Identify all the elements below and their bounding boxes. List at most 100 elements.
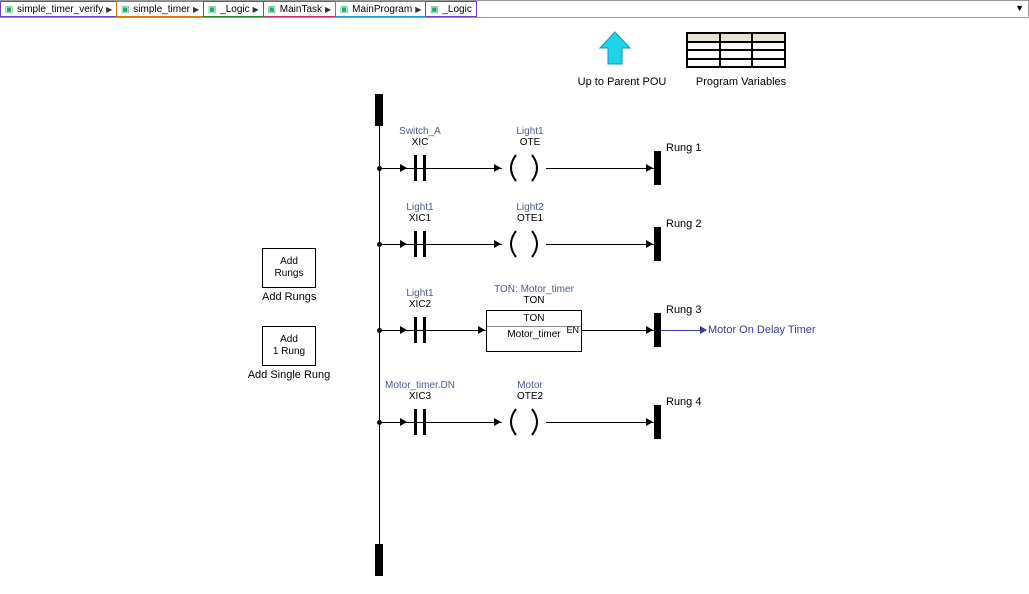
wire-arrow (400, 418, 407, 426)
element-label: Switch_AXIC (370, 126, 470, 148)
instance-label: OTE (480, 137, 580, 148)
comment-arrow (700, 326, 707, 334)
wire (582, 330, 654, 331)
wire (408, 330, 432, 331)
ladder-canvas: Up to Parent POU Program Variables Add R… (0, 18, 1029, 594)
rung-number-label: Rung 1 (666, 142, 701, 154)
tag-label: Light1 (480, 126, 580, 137)
wire (408, 422, 432, 423)
wire-arrow (494, 164, 501, 172)
up-arrow-icon (598, 30, 632, 68)
right-rail-segment (654, 405, 661, 439)
add-one-rung-label: Add Single Rung (244, 369, 334, 381)
add-rungs-button[interactable]: Add Rungs (262, 248, 316, 288)
chevron-right-icon: ▶ (325, 5, 331, 14)
wire (546, 168, 654, 169)
breadcrumb-label: _Logic (220, 4, 249, 15)
breadcrumb-item-1[interactable]: ▣simple_timer▶ (116, 1, 204, 17)
block-icon: ▣ (266, 3, 278, 15)
chevron-right-icon: ▶ (193, 5, 199, 14)
instance-label: XIC3 (370, 391, 470, 402)
element-label: Light1OTE (480, 126, 580, 148)
wire-arrow (400, 164, 407, 172)
breadcrumb-item-3[interactable]: ▣MainTask▶ (263, 1, 336, 17)
tag-label: TON: Motor_timer (484, 284, 584, 295)
block-icon: ▣ (119, 3, 131, 15)
tag-label: Light1 (370, 202, 470, 213)
wire-arrow (478, 326, 485, 334)
tag-label: Motor_timer.DN (370, 380, 470, 391)
wire (432, 168, 502, 169)
program-variables-button[interactable] (686, 32, 786, 68)
instance-label: XIC2 (370, 299, 470, 310)
breadcrumb-label: _Logic (442, 4, 471, 15)
chevron-right-icon: ▶ (415, 5, 421, 14)
instance-label: XIC1 (370, 213, 470, 224)
wire (432, 422, 502, 423)
breadcrumb-item-0[interactable]: ▣simple_timer_verify▶ (0, 1, 117, 17)
wire-arrow (494, 240, 501, 248)
chevron-right-icon: ▶ (106, 5, 112, 14)
wire-arrow (494, 418, 501, 426)
wire-arrow (646, 326, 653, 334)
tag-label: Switch_A (370, 126, 470, 137)
tag-label: Light1 (370, 288, 470, 299)
add-one-rung-button-label: Add 1 Rung (273, 334, 305, 358)
wire-arrow (400, 326, 407, 334)
element-label: TON: Motor_timerTON (484, 284, 584, 306)
wire-arrow (646, 418, 653, 426)
add-one-rung-button[interactable]: Add 1 Rung (262, 326, 316, 366)
breadcrumb-item-4[interactable]: ▣MainProgram▶ (335, 1, 426, 17)
right-rail-segment (654, 313, 661, 347)
up-to-parent-label: Up to Parent POU (572, 76, 672, 88)
ote-coil[interactable] (502, 227, 546, 261)
right-rail-segment (654, 227, 661, 261)
ton-en-pin: EN (566, 325, 579, 335)
block-icon: ▣ (3, 3, 15, 15)
instance-label: OTE2 (480, 391, 580, 402)
program-variables-label: Program Variables (686, 76, 796, 88)
wire (408, 244, 432, 245)
ton-block[interactable]: TONMotor_timerEN (486, 310, 582, 352)
element-label: MotorOTE2 (480, 380, 580, 402)
wire-arrow (646, 240, 653, 248)
rung-number-label: Rung 4 (666, 396, 701, 408)
block-icon: ▣ (428, 3, 440, 15)
wire (546, 422, 654, 423)
ote-coil[interactable] (502, 151, 546, 185)
tag-label: Light2 (480, 202, 580, 213)
element-label: Motor_timer.DNXIC3 (370, 380, 470, 402)
chevron-right-icon: ▶ (253, 5, 259, 14)
tag-label: Motor (480, 380, 580, 391)
breadcrumb-bar: ▣simple_timer_verify▶▣simple_timer▶▣_Log… (0, 0, 1029, 18)
instance-label: XIC (370, 137, 470, 148)
instance-label: TON (484, 295, 584, 306)
add-rungs-button-label: Add Rungs (275, 256, 304, 280)
right-rail-segment (654, 151, 661, 185)
power-rail-top (375, 94, 383, 126)
wire (546, 244, 654, 245)
wire-arrow (400, 240, 407, 248)
breadcrumb-label: MainProgram (352, 4, 412, 15)
element-label: Light2OTE1 (480, 202, 580, 224)
wire (432, 244, 502, 245)
breadcrumb-item-5[interactable]: ▣_Logic (425, 1, 476, 17)
rung-number-label: Rung 2 (666, 218, 701, 230)
ote-coil[interactable] (502, 405, 546, 439)
element-label: Light1XIC1 (370, 202, 470, 224)
breadcrumb-label: MainTask (280, 4, 322, 15)
block-icon: ▣ (206, 3, 218, 15)
breadcrumb-dropdown[interactable]: ▼ (1015, 3, 1024, 13)
breadcrumb-label: simple_timer_verify (17, 4, 103, 15)
up-to-parent-button[interactable] (598, 30, 632, 71)
breadcrumb-label: simple_timer (133, 4, 190, 15)
rung-comment: Motor On Delay Timer (708, 324, 816, 336)
rung-number-label: Rung 3 (666, 304, 701, 316)
element-label: Light1XIC2 (370, 288, 470, 310)
breadcrumb-item-2[interactable]: ▣_Logic ▶ (203, 1, 264, 17)
wire-arrow (646, 164, 653, 172)
block-icon: ▣ (338, 3, 350, 15)
add-rungs-label: Add Rungs (262, 291, 316, 303)
wire (408, 168, 432, 169)
power-rail-bottom (375, 544, 383, 576)
